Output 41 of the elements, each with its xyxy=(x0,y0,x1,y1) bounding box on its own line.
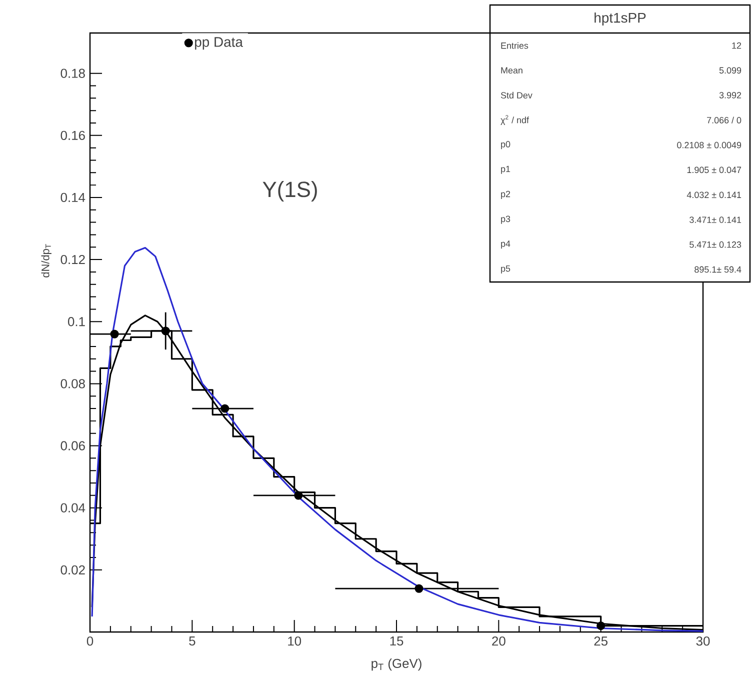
y-tick-label: 0.08 xyxy=(60,379,85,388)
x-tick-label: 5 xyxy=(189,636,196,646)
y-tick-label: 0.16 xyxy=(60,130,85,140)
text: 3.992 xyxy=(719,92,742,98)
y-tick-label: 0.04 xyxy=(60,503,86,512)
text: 7.066 / 0 xyxy=(707,116,742,124)
annotation: p2 xyxy=(501,190,510,199)
annotation: 3.471± 0.141 xyxy=(690,216,742,223)
x-tick-label: 15 xyxy=(390,636,404,646)
annotation: Υ(1S) xyxy=(262,181,317,202)
annotation: p4 xyxy=(501,240,510,249)
y-tick-label: 0.12 xyxy=(60,254,85,264)
y-tick-label: 0.18 xyxy=(60,68,85,78)
annotation: 4.032 ± 0.141 xyxy=(686,192,742,198)
y-axis-title: dN/dp$_{T}$ xyxy=(41,244,52,278)
annotation: 895.1± 59.4 xyxy=(694,266,742,273)
annotation: p0 xyxy=(501,141,510,150)
annotation: p5 xyxy=(501,265,510,274)
annotation: p3 xyxy=(501,216,510,224)
annotation: 0.2108 ± 0.0049 xyxy=(677,142,742,148)
text: hpt1sPP xyxy=(594,12,646,26)
annotation: χ$^{2}$ / ndf xyxy=(500,115,529,126)
x-tick-label: 25 xyxy=(594,636,608,646)
y-tick-label: 0.14 xyxy=(60,192,86,202)
x-tick-label: 20 xyxy=(492,636,506,646)
x-tick-label: 30 xyxy=(696,636,710,646)
annotation: 5.471± 0.123 xyxy=(690,241,742,248)
annotation: 1.905 ± 0.047 xyxy=(687,166,742,174)
annotation: Entries xyxy=(501,42,528,49)
annotation: Std Dev xyxy=(500,92,532,98)
annotation: Mean xyxy=(501,67,522,74)
y-tick-label: 0.02 xyxy=(60,565,85,574)
x-axis-title: p$_{T}$ (GeV) xyxy=(372,658,422,671)
y-tick-label: 0.1 xyxy=(68,317,85,326)
text: 12 xyxy=(732,42,742,49)
x-tick-label: 0 xyxy=(86,636,94,646)
text: 5.099 xyxy=(719,67,742,74)
annotation: p1 xyxy=(501,166,510,174)
y-tick-label: 0.06 xyxy=(60,441,85,450)
legend-label: pp Data xyxy=(195,37,243,50)
x-tick-label: 10 xyxy=(288,636,302,646)
